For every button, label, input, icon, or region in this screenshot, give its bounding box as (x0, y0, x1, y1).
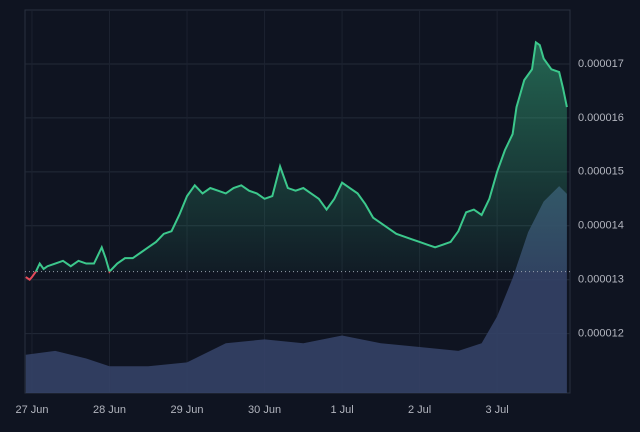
price-line (34, 40, 568, 272)
y-tick-label: 0.000014 (578, 220, 624, 232)
volume-area (25, 186, 567, 393)
x-tick-label: 27 Jun (15, 404, 48, 416)
x-tick-label: 3 Jul (486, 404, 509, 416)
x-tick-label: 1 Jul (330, 404, 353, 416)
y-tick-label: 0.000015 (578, 166, 624, 178)
y-tick-label: 0.000013 (578, 274, 624, 286)
y-tick-label: 0.000012 (578, 328, 624, 340)
y-tick-label: 0.000017 (578, 58, 624, 70)
x-tick-label: 2 Jul (408, 404, 431, 416)
price-area (35, 42, 567, 272)
x-tick-label: 28 Jun (93, 404, 126, 416)
y-tick-label: 0.000016 (578, 112, 624, 124)
x-tick-label: 29 Jun (171, 404, 204, 416)
x-tick-label: 30 Jun (248, 404, 281, 416)
